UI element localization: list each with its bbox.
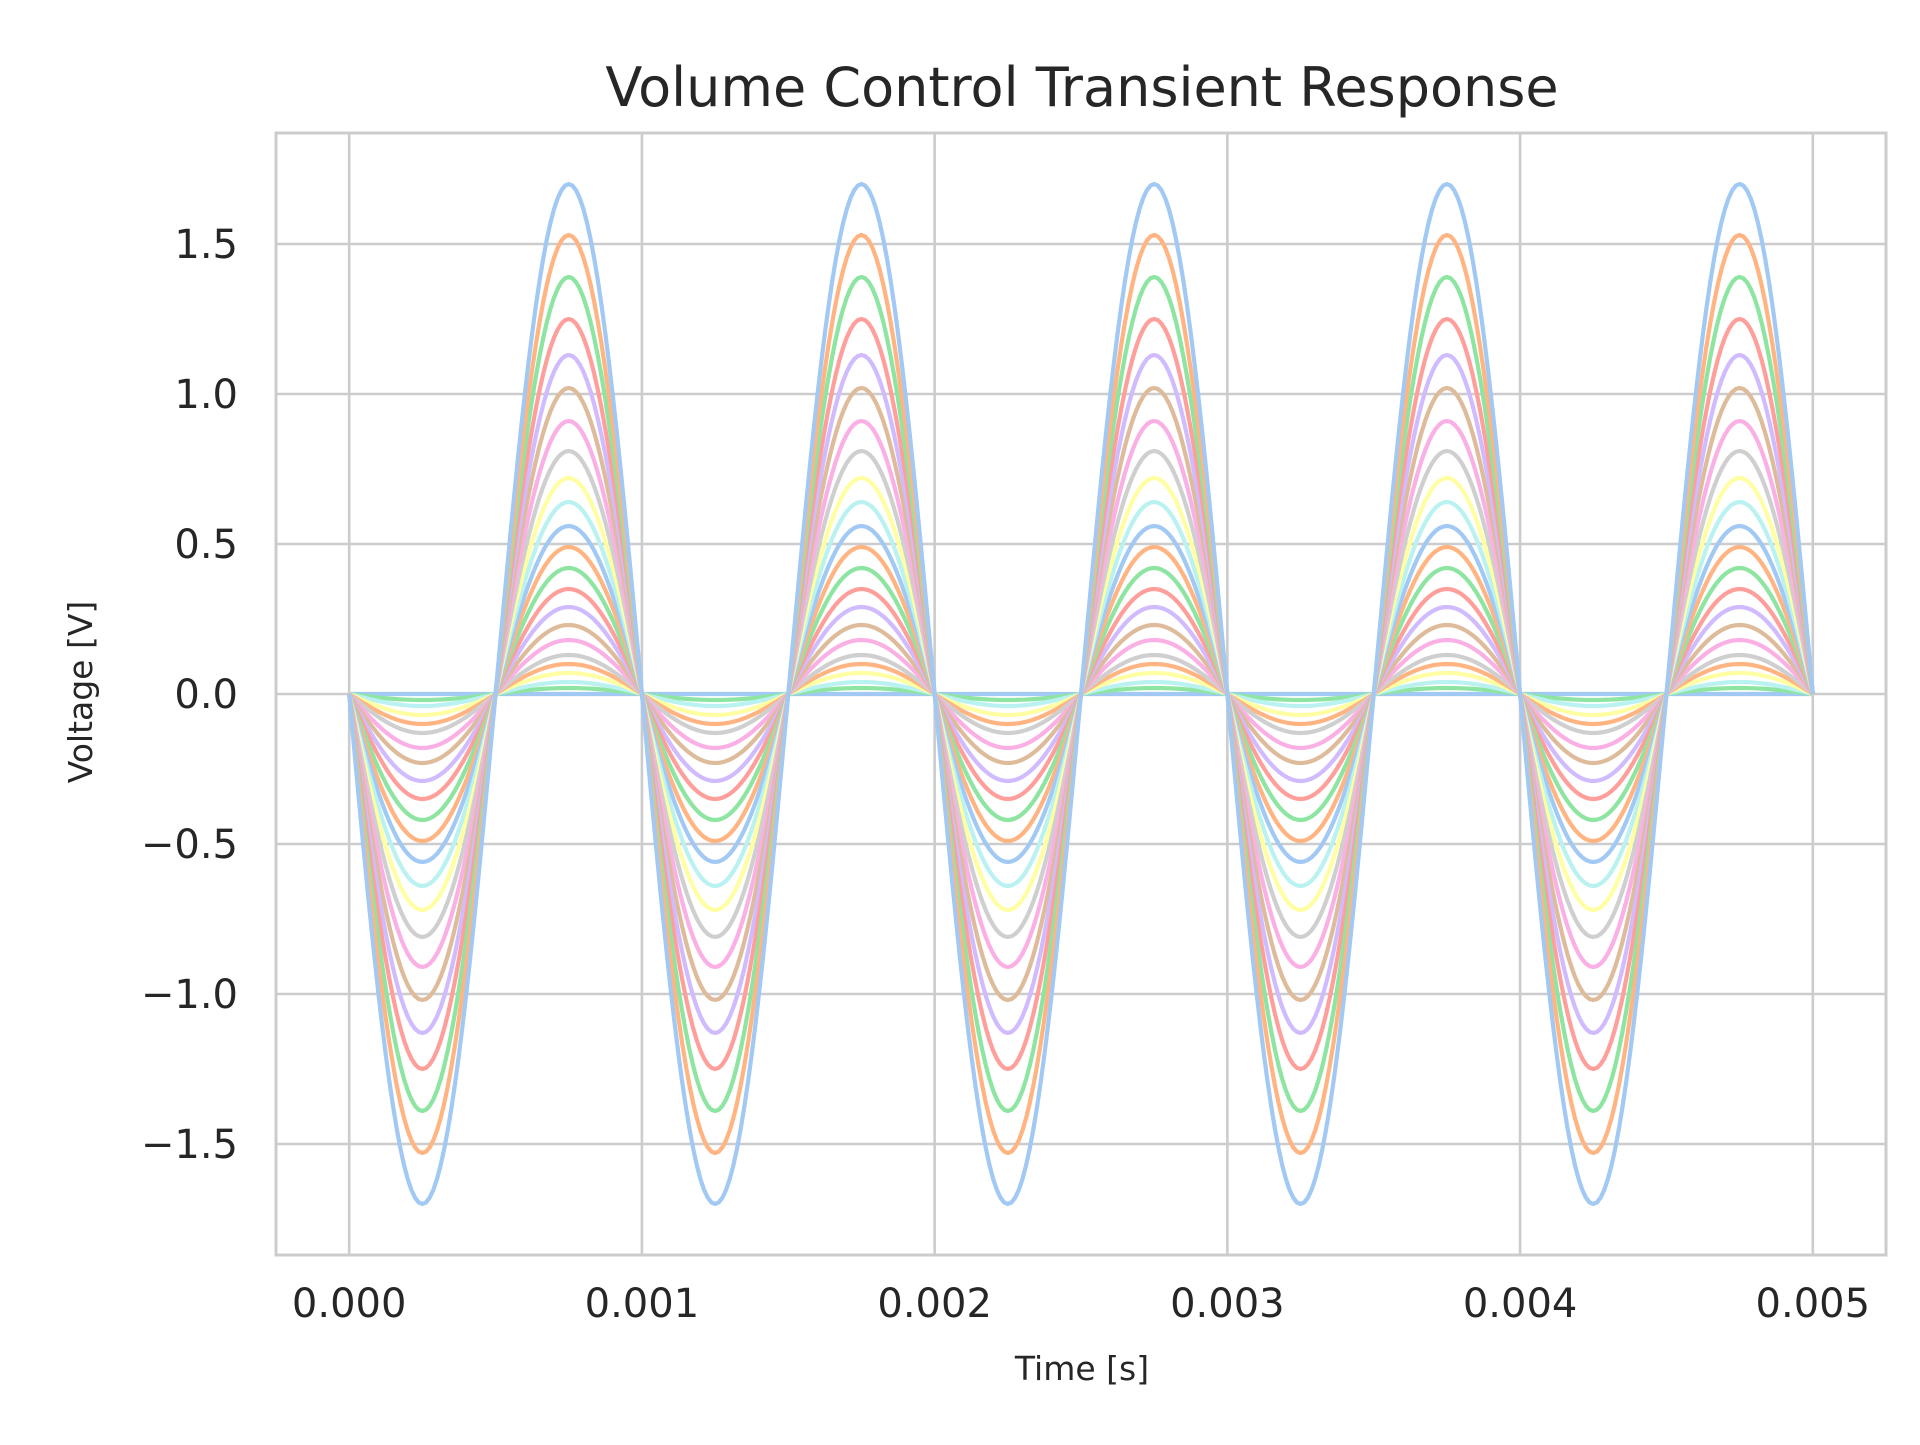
x-tick-label: 0.005 — [1756, 1281, 1871, 1327]
y-axis-label: Voltage [V] — [61, 601, 100, 784]
y-tick-labels: −1.5 −1.0 −0.5 0.0 0.5 1.0 1.5 — [141, 222, 238, 1168]
y-tick-label: 1.5 — [174, 222, 238, 268]
y-tick-label: 0.5 — [174, 522, 238, 568]
y-tick-label: −1.0 — [141, 972, 238, 1018]
x-axis-label: Time [s] — [1014, 1349, 1149, 1388]
x-tick-label: 0.004 — [1463, 1281, 1578, 1327]
plot-frame — [274, 131, 1888, 1257]
x-tick-label: 0.003 — [1170, 1281, 1285, 1327]
y-tick-label: 1.0 — [174, 372, 238, 418]
x-tick-label: 0.001 — [585, 1281, 700, 1327]
series-line — [347, 181, 1815, 1207]
y-tick-label: 0.0 — [174, 672, 238, 718]
x-tick-label: 0.002 — [877, 1281, 992, 1327]
x-tick-labels: 0.000 0.001 0.002 0.003 0.004 0.005 — [292, 1281, 1870, 1327]
x-tick-label: 0.000 — [292, 1281, 407, 1327]
chart-title: Volume Control Transient Response — [605, 56, 1558, 119]
series-lines — [347, 181, 1815, 1207]
y-tick-label: −0.5 — [141, 822, 238, 868]
y-tick-label: −1.5 — [141, 1122, 238, 1168]
